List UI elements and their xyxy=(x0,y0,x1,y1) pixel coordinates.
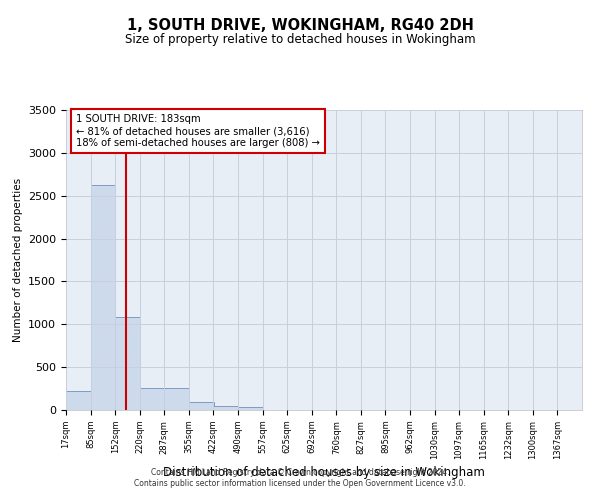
X-axis label: Distribution of detached houses by size in Wokingham: Distribution of detached houses by size … xyxy=(163,466,485,479)
Bar xyxy=(214,406,238,410)
Text: Contains HM Land Registry data © Crown copyright and database right 2024.
Contai: Contains HM Land Registry data © Crown c… xyxy=(134,468,466,487)
Bar xyxy=(238,408,263,410)
Bar xyxy=(189,402,214,410)
Text: Size of property relative to detached houses in Wokingham: Size of property relative to detached ho… xyxy=(125,32,475,46)
Bar xyxy=(66,391,91,410)
Y-axis label: Number of detached properties: Number of detached properties xyxy=(13,178,23,342)
Bar xyxy=(91,186,115,410)
Text: 1, SOUTH DRIVE, WOKINGHAM, RG40 2DH: 1, SOUTH DRIVE, WOKINGHAM, RG40 2DH xyxy=(127,18,473,32)
Bar xyxy=(140,388,164,410)
Bar xyxy=(164,388,189,410)
Text: 1 SOUTH DRIVE: 183sqm
← 81% of detached houses are smaller (3,616)
18% of semi-d: 1 SOUTH DRIVE: 183sqm ← 81% of detached … xyxy=(76,114,320,148)
Bar xyxy=(115,316,140,410)
